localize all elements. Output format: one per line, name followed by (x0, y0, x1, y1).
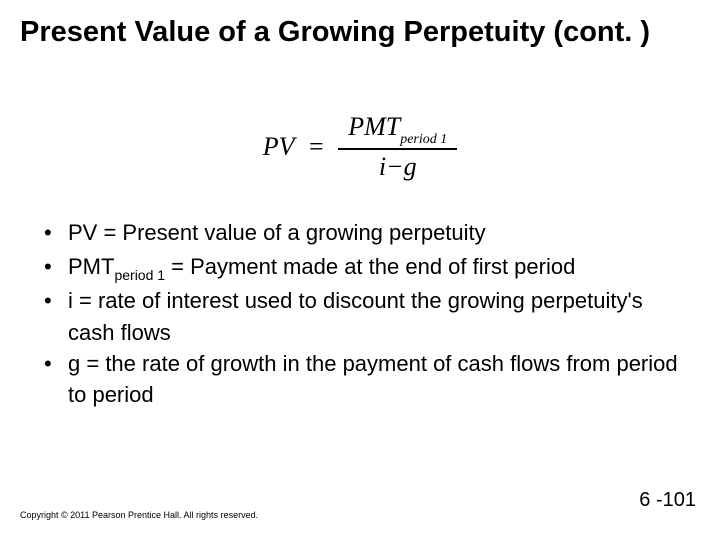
list-item: PMTperiod 1 = Payment made at the end of… (44, 252, 684, 284)
formula-numerator-sub: period 1 (400, 132, 447, 147)
bullet-sub: period 1 (114, 267, 165, 283)
formula-fraction: PMTperiod 1 i−g (338, 112, 457, 182)
bullet-list: PV = Present value of a growing perpetui… (44, 218, 684, 412)
list-item: i = rate of interest used to discount th… (44, 286, 684, 347)
formula: PV = PMTperiod 1 i−g (0, 112, 720, 182)
list-item: g = the rate of growth in the payment of… (44, 349, 684, 410)
bullet-prefix: PV (68, 220, 97, 245)
formula-equals: = (309, 132, 324, 162)
formula-numerator: PMTperiod 1 (338, 112, 457, 150)
bullet-rest: = Present value of a growing perpetuity (97, 220, 485, 245)
bullet-rest: = Payment made at the end of first perio… (165, 254, 575, 279)
bullet-rest: = the rate of growth in the payment of c… (68, 351, 678, 408)
formula-numerator-main: PMT (348, 112, 400, 141)
list-item: PV = Present value of a growing perpetui… (44, 218, 684, 250)
copyright-text: Copyright © 2011 Pearson Prentice Hall. … (20, 510, 258, 520)
formula-denominator: i−g (338, 150, 457, 182)
formula-lhs: PV (263, 132, 295, 162)
page-number: 6 -101 (639, 489, 696, 512)
bullet-prefix: PMT (68, 254, 114, 279)
slide-title: Present Value of a Growing Perpetuity (c… (20, 14, 700, 50)
slide: Present Value of a Growing Perpetuity (c… (0, 0, 720, 540)
bullet-rest: = rate of interest used to discount the … (68, 288, 643, 345)
bullet-prefix: g (68, 351, 80, 376)
